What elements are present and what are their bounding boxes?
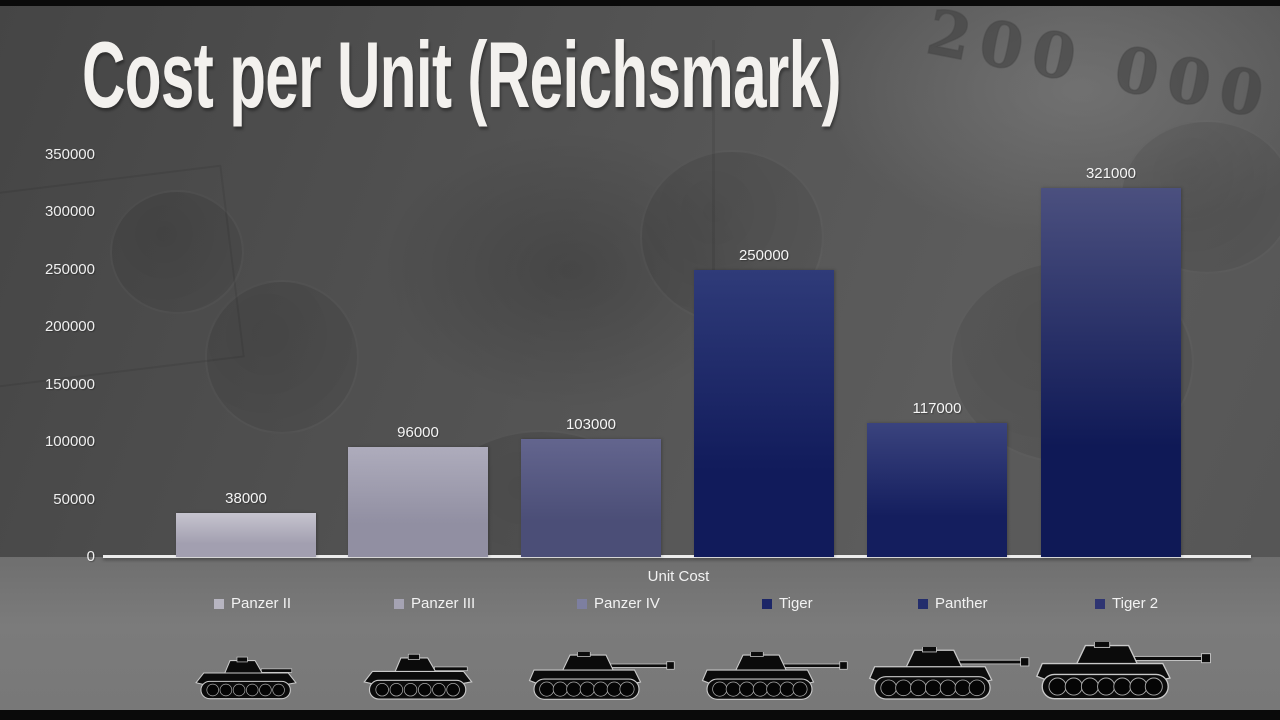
tank-short-barrel-panzer-iii bbox=[363, 653, 473, 700]
bar-value-label: 38000 bbox=[225, 490, 267, 508]
legend-label: Panzer IV bbox=[594, 595, 660, 612]
legend-item-panzer-ii: Panzer II bbox=[214, 595, 291, 612]
coin-texture bbox=[205, 280, 359, 434]
banknote-fold-line bbox=[712, 40, 715, 460]
tank-long-barrel-panzer-iv bbox=[528, 651, 675, 700]
y-axis-tick-label: 250000 bbox=[44, 260, 95, 278]
legend-label: Tiger bbox=[779, 595, 813, 612]
legend-swatch bbox=[214, 598, 224, 609]
legend-label: Panzer III bbox=[411, 595, 476, 612]
tank-long-barrel-tiger-2 bbox=[1036, 641, 1212, 699]
y-axis-tick-label: 0 bbox=[86, 548, 95, 565]
legend-item-tiger-2: Tiger 2 bbox=[1095, 595, 1158, 612]
tank-short-barrel-panzer-ii bbox=[195, 656, 297, 700]
legend-swatch bbox=[918, 598, 928, 609]
chart-title: Cost per Unit (Reichsmark) bbox=[82, 22, 842, 127]
legend-item-panzer-iv: Panzer IV bbox=[577, 595, 660, 612]
y-axis-tick-label: 50000 bbox=[53, 490, 95, 508]
legend-swatch bbox=[577, 598, 587, 609]
legend-label: Panzer II bbox=[231, 595, 292, 612]
bar-tiger-2 bbox=[1041, 188, 1181, 557]
legend-label: Panther bbox=[935, 595, 988, 612]
tank-long-barrel bbox=[1036, 641, 1212, 699]
bar-value-label: 321000 bbox=[1085, 165, 1137, 183]
legend-item-tiger: Tiger bbox=[762, 595, 813, 612]
tank-short-barrel bbox=[195, 656, 297, 700]
legend-swatch bbox=[762, 598, 772, 609]
y-axis-tick-label: 350000 bbox=[44, 146, 95, 163]
letterbox-strip-bottom bbox=[0, 710, 1280, 720]
y-axis-tick-label: 100000 bbox=[44, 433, 95, 451]
tank-long-barrel-panther bbox=[868, 646, 1030, 700]
bar-value-label: 250000 bbox=[738, 246, 790, 264]
bar-value-label: 96000 bbox=[397, 423, 439, 441]
x-axis-title: Unit Cost bbox=[647, 568, 710, 585]
tank-short-barrel bbox=[363, 653, 473, 700]
legend-item-panzer-iii: Panzer III bbox=[394, 595, 475, 612]
bar-panther bbox=[867, 422, 1007, 557]
legend-swatch bbox=[1095, 598, 1105, 609]
bar-panzer-iii bbox=[348, 446, 488, 557]
bar-panzer-iv bbox=[521, 438, 661, 557]
legend-swatch bbox=[394, 598, 404, 609]
legend-item-panther: Panther bbox=[918, 595, 988, 612]
bar-panzer-ii bbox=[176, 513, 316, 557]
bar-value-label: 117000 bbox=[912, 399, 962, 417]
tank-long-barrel-tiger bbox=[701, 651, 848, 700]
y-axis-tick-label: 150000 bbox=[44, 375, 95, 393]
legend-label: Tiger 2 bbox=[1112, 595, 1159, 612]
tank-long-barrel bbox=[701, 651, 848, 700]
y-axis-tick-label: 200000 bbox=[44, 318, 95, 336]
tank-long-barrel bbox=[528, 651, 675, 700]
bar-tiger bbox=[694, 269, 834, 557]
x-axis-line bbox=[103, 555, 1251, 558]
coin-texture bbox=[110, 190, 244, 314]
bar-value-label: 103000 bbox=[565, 415, 617, 433]
y-axis-tick-label: 300000 bbox=[44, 203, 95, 221]
tank-long-barrel bbox=[868, 646, 1030, 700]
letterbox-strip-top bbox=[0, 0, 1280, 6]
